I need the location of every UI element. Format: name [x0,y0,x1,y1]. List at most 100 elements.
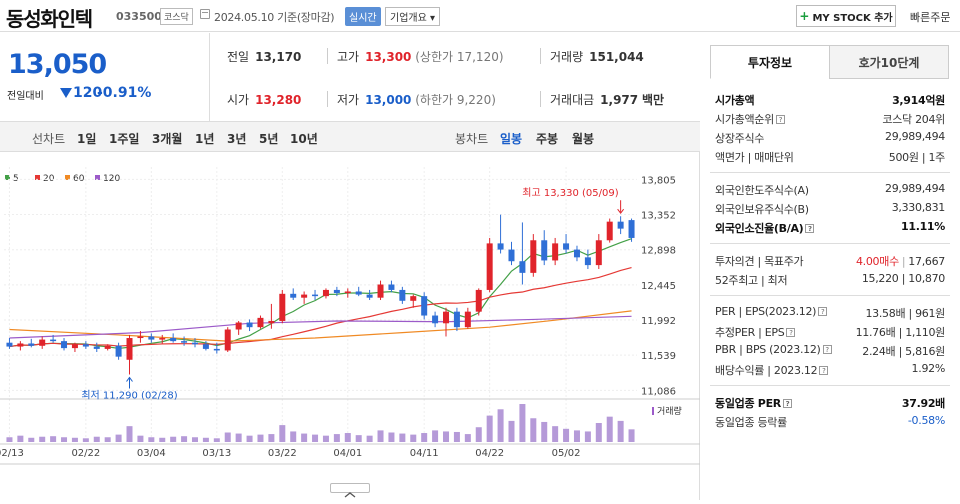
ma60-line [9,310,632,342]
min-arrow-head [126,376,133,382]
volume-bar [519,404,526,442]
volume-bar [213,438,220,442]
candle-body [563,243,570,250]
chart-expand-button[interactable] [330,483,370,498]
candle-body [104,345,111,349]
x-tick-label: 02/22 [71,448,100,459]
tab-order-book[interactable]: 호가10단계 [829,45,949,79]
candlestick-chart[interactable]: 5 20 60 120 13,805 13,352 12,898 12,445 11,992 11… [0,152,700,500]
candle-body [224,329,231,351]
help-icon[interactable]: ? [786,328,796,337]
volume-legend-swatch [652,407,654,415]
volume-bar [584,431,591,442]
info-row: 시가총액 3,914억원 [715,90,945,109]
company-overview-dropdown[interactable]: 기업개요 ▾ [385,7,440,26]
volume-bar [595,423,602,442]
tab-monthly[interactable]: 월봉 [572,132,595,146]
help-icon[interactable]: ? [819,366,829,375]
info-row: PER | EPS(2023.12)? 13.58배 | 961원 [715,303,945,322]
volume-bar [312,434,319,442]
candle-body [28,343,35,346]
volume-bar [50,436,57,442]
candle-body [595,240,602,266]
volume-bar [191,437,198,442]
volume-bar [170,436,177,442]
x-tick-label: 02/13 [0,448,24,459]
candle-body [464,311,471,328]
tab-1w[interactable]: 1주일 [109,132,140,146]
my-stock-add-button[interactable]: + MY STOCK 추가 [796,5,896,27]
stat-prev-label: 전일 [227,50,250,64]
candle-body [246,322,253,328]
info-row: 배당수익률 | 2023.12? 1.92% [715,360,945,379]
candle-body [421,296,428,316]
candle-body [93,346,100,349]
info-row: 시가총액순위? 코스닥 204위 [715,109,945,128]
info-row-value: 15,220 | 10,870 [861,272,945,285]
info-row-label: 배당수익률 | 2023.12? [715,362,829,378]
calendar-icon [200,9,210,19]
chevron-up-icon [344,492,356,498]
help-icon[interactable]: ? [818,307,828,316]
volume-bar [573,430,580,442]
tab-investment-info[interactable]: 투자정보 [710,45,830,79]
help-icon[interactable]: ? [822,345,832,354]
tab-3m[interactable]: 3개월 [152,132,183,146]
tab-3y[interactable]: 3년 [227,132,247,146]
x-tick-label: 03/04 [137,448,166,459]
info-row: 동일업종 등락률 -0.58% [715,412,945,431]
info-row-label: 시가총액순위? [715,111,785,127]
candle-body [39,339,46,346]
stat-prev-value: 13,170 [255,50,302,64]
candle-body [399,289,406,301]
tab-10y[interactable]: 10년 [290,132,318,146]
stat-lower-limit: (하한가 9,220) [415,93,496,107]
info-row-label: PER | EPS(2023.12)? [715,305,828,318]
investment-info-panel: 투자정보 호가10단계 시가총액 3,914억원 시가총액순위? 코스닥 204위 상장… [710,45,950,500]
help-icon[interactable]: ? [782,399,792,408]
ma20-line [9,266,632,348]
candle-body [443,311,450,324]
legend-swatch [35,175,40,180]
info-row: 추정PER | EPS? 11.76배 | 1,110원 [715,322,945,341]
volume-bar [148,437,155,442]
help-icon[interactable]: ? [775,115,785,124]
stat-low-label: 저가 [337,93,360,107]
info-row-label: 외국인보유주식수(B) [715,203,809,216]
candle-body [573,249,580,258]
candle-chart-label[interactable]: 봉차트 [455,132,489,146]
candle-body [388,284,395,290]
volume-bar [388,432,395,442]
info-row: 액면가 | 매매단위 500원 | 1주 [715,147,945,166]
candle-body [170,338,177,342]
tab-1d[interactable]: 1일 [77,132,97,146]
stat-amount-unit: 백만 [641,93,665,107]
volume-bar [410,434,417,442]
help-icon[interactable]: ? [805,224,815,233]
volume-bar [486,415,493,442]
candle-body [82,344,89,347]
volume-bar [344,433,351,442]
tab-5y[interactable]: 5년 [259,132,279,146]
volume-bar [508,420,515,442]
volume-bar [552,426,559,442]
info-row-label: 동일업종 등락률 [715,416,787,429]
volume-bar [28,437,35,442]
stat-amount-label: 거래대금 [550,93,595,107]
realtime-button[interactable]: 실시간 [345,7,381,26]
tab-daily[interactable]: 일봉 [500,132,523,146]
info-row: 52주최고 | 최저 15,220 | 10,870 [715,270,945,289]
stat-amount: 거래대금 1,977 백만 [550,91,664,108]
candle-body [606,221,613,241]
tab-1y[interactable]: 1년 [195,132,215,146]
line-chart-label[interactable]: 선차트 [32,132,66,146]
info-row: 외국인한도주식수(A) 29,989,494 [715,180,945,199]
tab-weekly[interactable]: 주봉 [536,132,559,146]
current-price: 13,050 [8,49,107,80]
quick-order-link[interactable]: 빠른주문 [910,11,951,24]
candle-body [17,343,24,347]
volume-bar [497,409,504,442]
info-row-value: 500원 | 1주 [888,151,946,164]
volume-bar [82,438,89,442]
y-tick-label: 11,992 [641,316,676,327]
